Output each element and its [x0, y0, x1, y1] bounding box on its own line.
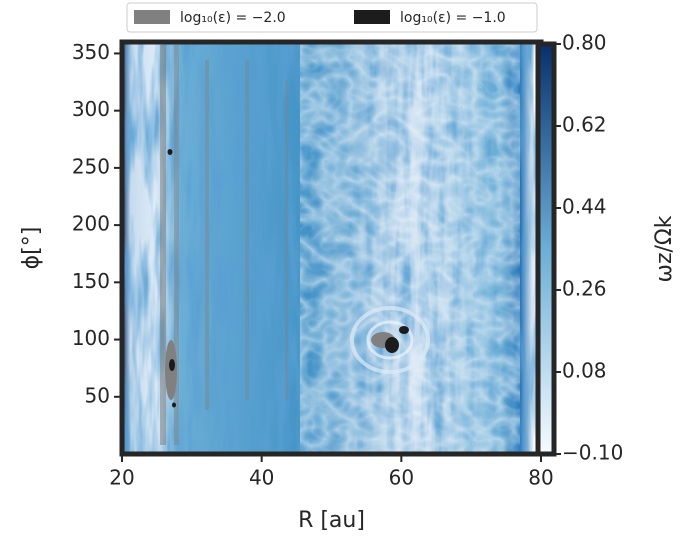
y-tick-label: 50 [85, 383, 110, 407]
legend-label: log₁₀(ε) = −1.0 [400, 10, 506, 26]
y-tick-label: 200 [72, 212, 110, 236]
x-tick-label: 60 [389, 466, 414, 490]
x-axis-label: R [au] [298, 508, 365, 533]
y-tick-label: 150 [72, 269, 110, 293]
colorbar-tick-label: 0.80 [562, 31, 607, 55]
legend-label: log₁₀(ε) = −2.0 [180, 10, 286, 26]
legend-swatch [354, 10, 390, 24]
y-tick-label: 100 [72, 326, 110, 350]
colorbar-tick-label: 0.44 [562, 195, 607, 219]
y-tick-label: 300 [72, 97, 110, 121]
x-tick-label: 20 [109, 466, 134, 490]
colorbar-label: ωz/Ωk [652, 215, 677, 282]
contours-high [167, 149, 409, 408]
heatmap-image [122, 42, 541, 454]
y-tick-label: 350 [72, 40, 110, 64]
colorbar-tick-label: 0.62 [562, 113, 607, 137]
contours [160, 45, 395, 445]
colorbar-tick-label: −0.10 [562, 441, 623, 465]
axes: 20 40 60 80 50 100 150 200 250 300 350 R [au] ϕ[°] 0.… [19, 31, 677, 534]
colorbar [535, 41, 557, 457]
x-tick-label: 40 [249, 466, 274, 490]
colorbar-tick-label: 0.08 [562, 359, 607, 383]
y-tick-label: 250 [72, 154, 110, 178]
colorbar-tick-label: 0.26 [562, 277, 607, 301]
y-axis-label: ϕ[°] [19, 227, 44, 270]
legend-swatch [134, 10, 170, 24]
legend: log₁₀(ε) = −2.0 log₁₀(ε) = −1.0 [126, 2, 538, 33]
x-tick-label: 80 [528, 466, 553, 490]
